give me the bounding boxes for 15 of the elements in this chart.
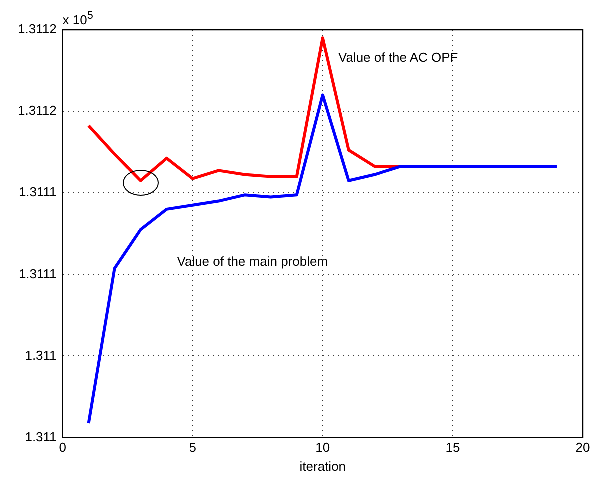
x-tick-label: 10 xyxy=(316,440,330,456)
y-tick-label: 1.3112 xyxy=(18,22,57,37)
x-tick-label: 20 xyxy=(576,440,590,456)
y-tick-label: 1.3112 xyxy=(18,103,57,118)
y-tick-label: 1.311 xyxy=(25,348,57,363)
x-tick-label: 5 xyxy=(189,440,196,456)
annotation: Value of the main problem xyxy=(177,254,328,270)
x-tick-label: 15 xyxy=(446,440,460,456)
annotation: Value of the AC OPF xyxy=(338,50,458,66)
x-axis-title: iteration xyxy=(300,458,346,474)
x-tick-label: 0 xyxy=(59,440,66,456)
y-tick-label: 1.3111 xyxy=(18,266,57,282)
text: x 10$^{5}$ xyxy=(62,10,94,28)
y-tick-label: 1.311 xyxy=(25,429,57,444)
y-tick-label: 1.3111 xyxy=(18,184,57,200)
